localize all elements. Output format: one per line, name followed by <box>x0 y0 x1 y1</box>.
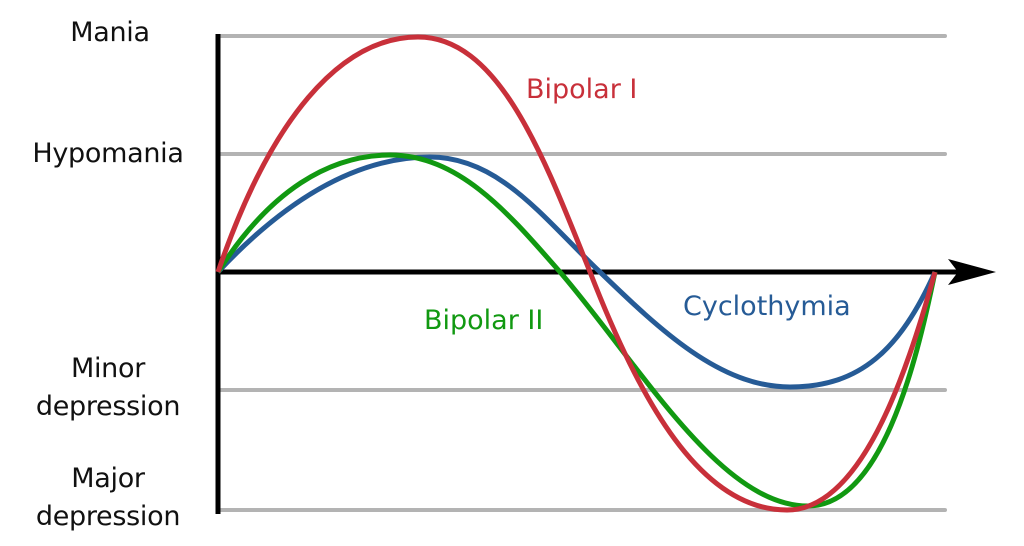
series-label-cyclothymia: Cyclothymia <box>683 291 851 322</box>
series-label-bipolar-2: Bipolar II <box>424 305 544 336</box>
curve-bipolar-1 <box>215 34 938 513</box>
label-minor-line1: Minor <box>70 353 146 384</box>
label-minor-line2: depression <box>35 391 181 422</box>
curve-bipolar-2 <box>215 152 938 509</box>
gridlines <box>217 34 947 512</box>
x-axis-arrow-icon <box>948 259 996 285</box>
label-major-line1: Major <box>71 463 145 494</box>
label-mania: Mania <box>70 17 150 48</box>
label-major-depression: Major depression <box>8 460 208 536</box>
label-major-line2: depression <box>35 501 181 532</box>
label-hypomania: Hypomania <box>32 138 184 169</box>
series-label-bipolar-1: Bipolar I <box>526 74 638 105</box>
curve-cyclothymia <box>216 154 938 390</box>
label-minor-depression: Minor depression <box>8 350 208 426</box>
